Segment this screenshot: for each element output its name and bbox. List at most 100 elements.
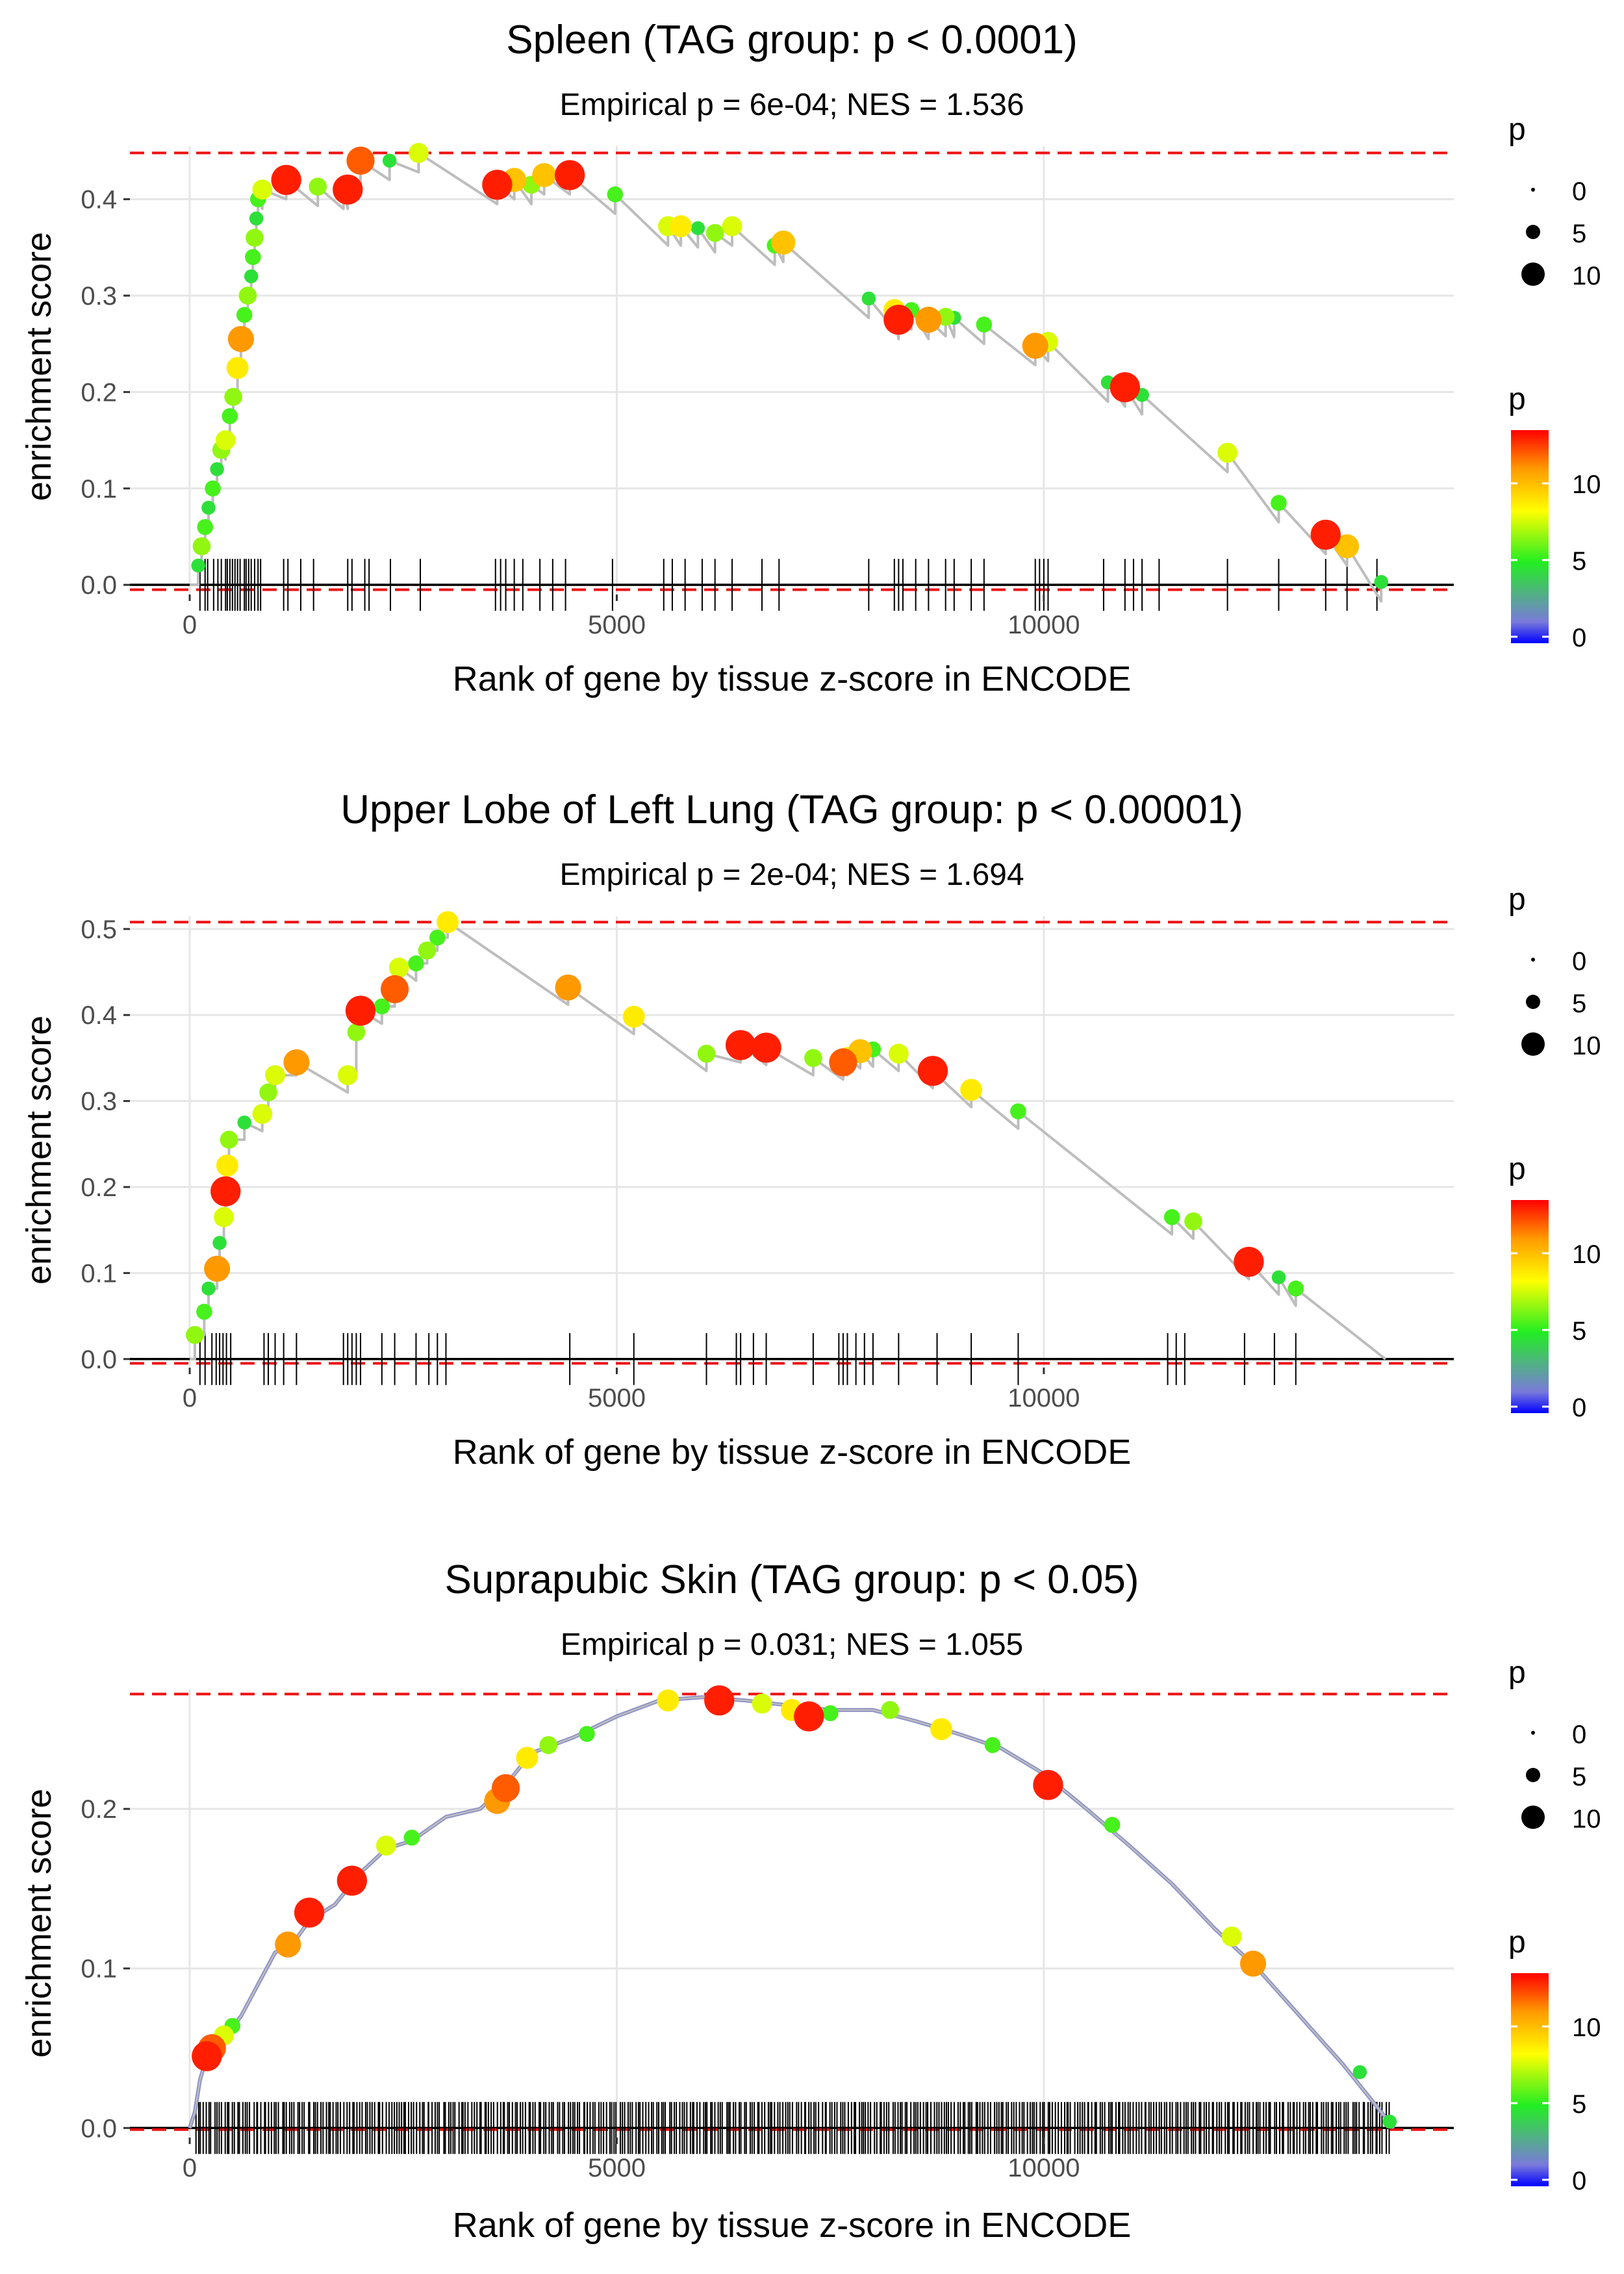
panel-title: Suprapubic Skin (TAG group: p < 0.05) — [445, 1557, 1139, 1602]
y-tick-label: 0.1 — [81, 1955, 117, 1984]
gene-point — [491, 1774, 520, 1802]
gene-point — [704, 1685, 735, 1716]
gene-point — [309, 177, 327, 196]
gene-point — [1288, 1280, 1304, 1297]
gene-point — [1374, 574, 1388, 589]
color-legend-bar — [1511, 1200, 1549, 1413]
color-legend: p 0 5 10 — [1508, 382, 1601, 652]
x-tick-label: 5000 — [588, 1384, 646, 1412]
gene-point — [930, 1718, 953, 1741]
gene-point — [1217, 442, 1237, 463]
gene-point — [883, 304, 914, 335]
gene-point — [191, 558, 205, 573]
gene-point — [1239, 1950, 1267, 1977]
gene-point — [539, 1736, 558, 1754]
threshold-lines — [130, 151, 1454, 591]
gene-point — [381, 975, 409, 1004]
gene-rug — [195, 2102, 1390, 2154]
gene-point — [403, 1830, 420, 1846]
gene-points — [186, 911, 1304, 1344]
gene-point — [1110, 372, 1140, 403]
gene-point — [984, 1737, 1001, 1754]
suprapubic-skin-panel: Suprapubic Skin (TAG group: p < 0.05) Em… — [19, 1557, 1601, 2245]
gene-point — [697, 1044, 716, 1063]
gene-point — [888, 1043, 909, 1064]
panel-subtitle: Empirical p = 6e-04; NES = 1.536 — [559, 88, 1024, 122]
gene-point — [881, 1701, 900, 1719]
y-axis-ticks: 0.0 0.1 0.2 0.3 0.4 0.5 — [81, 915, 130, 1374]
gene-point — [1163, 1209, 1180, 1225]
gene-point — [275, 1931, 301, 1958]
y-tick-label: 0.5 — [81, 915, 117, 944]
gene-point — [210, 1176, 241, 1207]
gene-point — [822, 1705, 839, 1722]
gene-point — [622, 1005, 645, 1028]
gene-point — [829, 1048, 857, 1077]
x-tick-label: 5000 — [588, 2154, 646, 2182]
gene-point — [224, 387, 242, 406]
gene-point — [201, 1281, 216, 1296]
color-legend-label-5: 5 — [1572, 1317, 1586, 1346]
gene-point — [249, 211, 264, 226]
size-legend-dot-10 — [1521, 1032, 1545, 1056]
gene-point — [1010, 1103, 1026, 1119]
gene-point — [725, 1030, 756, 1060]
gene-point — [804, 1049, 822, 1067]
es-curve — [190, 151, 1383, 603]
y-tick-label: 0.3 — [81, 1088, 117, 1116]
color-legend-label-5: 5 — [1572, 547, 1586, 576]
gene-point — [1033, 1770, 1063, 1800]
gene-point — [418, 941, 437, 960]
gene-point — [388, 958, 409, 978]
gene-point — [222, 408, 238, 424]
gene-point — [437, 911, 459, 934]
enrichment-curve — [188, 1695, 1396, 2130]
color-legend-label-5: 5 — [1572, 2090, 1586, 2119]
gene-point — [220, 1131, 238, 1149]
y-axis-label: enrichment score — [19, 1789, 58, 2058]
panel-subtitle: Empirical p = 2e-04; NES = 1.694 — [559, 858, 1024, 892]
gene-point — [212, 1236, 227, 1250]
gene-point — [237, 1115, 251, 1130]
size-legend-title: p — [1508, 1655, 1526, 1690]
color-legend-label-10: 10 — [1572, 1240, 1601, 1269]
gene-point — [861, 291, 876, 306]
size-legend: p 0 5 10 — [1508, 1655, 1601, 1833]
panel-subtitle: Empirical p = 0.031; NES = 1.055 — [561, 1628, 1023, 1662]
gene-point — [382, 153, 397, 168]
size-legend-dot-5 — [1526, 995, 1540, 1009]
gene-point — [408, 955, 424, 972]
gene-point — [657, 1689, 679, 1712]
gene-point — [917, 1056, 948, 1086]
y-axis-ticks: 0.0 0.1 0.2 — [81, 1795, 130, 2143]
color-legend: p 0 5 10 — [1508, 1925, 1601, 2195]
gene-points — [192, 1685, 1397, 2129]
gene-point — [976, 316, 993, 333]
gene-point — [245, 249, 261, 265]
gene-point — [265, 1065, 285, 1086]
x-axis-label: Rank of gene by tissue z-score in ENCODE — [453, 2206, 1131, 2245]
gene-point — [1104, 1817, 1121, 1833]
size-legend-dot-0 — [1531, 1731, 1535, 1735]
gene-point — [705, 224, 724, 242]
gene-point — [751, 1032, 781, 1063]
size-legend-dot-10 — [1521, 1806, 1545, 1829]
enrichment-curve — [190, 921, 1387, 1361]
gene-point — [236, 307, 253, 323]
size-legend: p 0 5 10 — [1508, 112, 1601, 290]
x-axis-label: Rank of gene by tissue z-score in ENCODE — [453, 1433, 1131, 1472]
color-legend-label-0: 0 — [1572, 1394, 1586, 1422]
size-legend-dot-0 — [1531, 188, 1535, 192]
color-legend-label-10: 10 — [1572, 2013, 1601, 2042]
gene-points — [191, 142, 1388, 589]
gene-point — [227, 326, 254, 352]
size-legend-label-5: 5 — [1572, 990, 1586, 1018]
gene-point — [283, 1049, 310, 1076]
size-legend-dot-0 — [1531, 958, 1535, 962]
gene-point — [429, 929, 446, 946]
x-tick-label: 0 — [183, 611, 197, 639]
gene-point — [376, 1835, 396, 1856]
x-tick-label: 5000 — [588, 611, 646, 639]
color-legend-label-10: 10 — [1572, 470, 1601, 499]
